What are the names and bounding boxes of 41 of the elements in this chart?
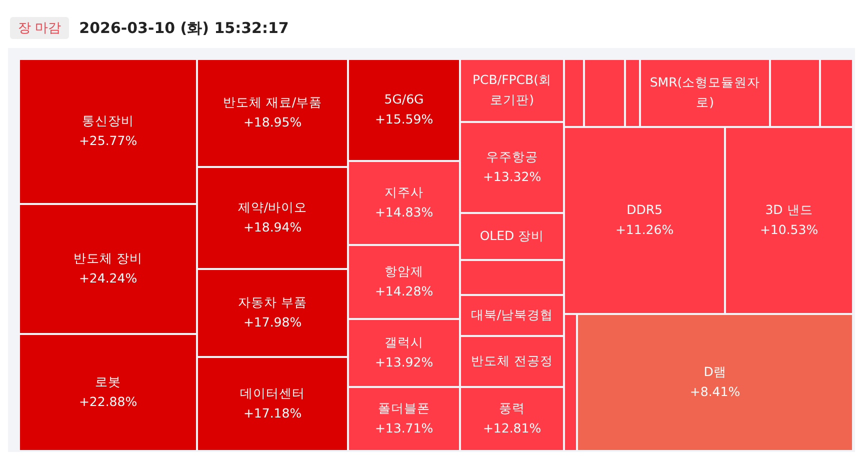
category-label: 지주사: [384, 184, 424, 200]
category-label: DDR5: [626, 202, 662, 217]
category-label: 우주항공: [486, 148, 538, 164]
data-label: +8.41%: [690, 384, 740, 399]
data-label: +22.88%: [78, 394, 138, 409]
category-label: 제약/바이오: [238, 199, 308, 214]
category-label: D램: [704, 364, 726, 379]
data-label: +11.26%: [615, 222, 674, 237]
category-label: 항암제: [384, 263, 424, 278]
data-label: +13.71%: [374, 420, 434, 436]
data-label: +24.24%: [78, 270, 138, 286]
category-label: 3D 낸드: [765, 202, 813, 217]
data-label: +14.28%: [374, 283, 434, 298]
data-label: +17.18%: [243, 405, 302, 420]
category-label: 반도체 전공정: [471, 352, 553, 368]
data-label: +18.95%: [243, 114, 302, 130]
data-label: +13.32%: [482, 168, 542, 184]
category-label: 로봇: [95, 374, 121, 389]
data-label: +25.77%: [78, 132, 138, 148]
data-label: +14.83%: [374, 204, 434, 220]
category-label: 반도체 장비: [74, 250, 142, 266]
data-label: +18.94%: [243, 219, 302, 234]
category-label: SMR(소형모듈원자로): [650, 74, 760, 110]
category-label: 데이터센터: [240, 385, 305, 400]
category-label: 통신장비: [82, 112, 134, 128]
data-label: +15.59%: [374, 111, 434, 126]
category-label: 5G/6G: [384, 91, 424, 106]
data-label: +13.92%: [374, 354, 434, 370]
category-label: 풍력: [499, 400, 525, 416]
category-label: 폴더블폰: [378, 400, 430, 416]
data-label: +10.53%: [760, 222, 818, 237]
category-label: 자동차 부품: [238, 294, 307, 310]
category-label: PCB/FPCB(회로기판): [472, 72, 552, 107]
data-label: +12.81%: [482, 420, 542, 436]
data-label: +17.98%: [243, 314, 302, 330]
category-label: 반도체 재료/부품: [222, 94, 322, 110]
category-label: 대북/남북경협: [470, 306, 554, 322]
text: 장 마감: [10, 17, 70, 39]
category-label: OLED 장비: [480, 228, 544, 243]
category-label: 갤럭시: [384, 334, 424, 350]
text: 2026-03-10 (화) 15:32:17: [79, 18, 289, 38]
